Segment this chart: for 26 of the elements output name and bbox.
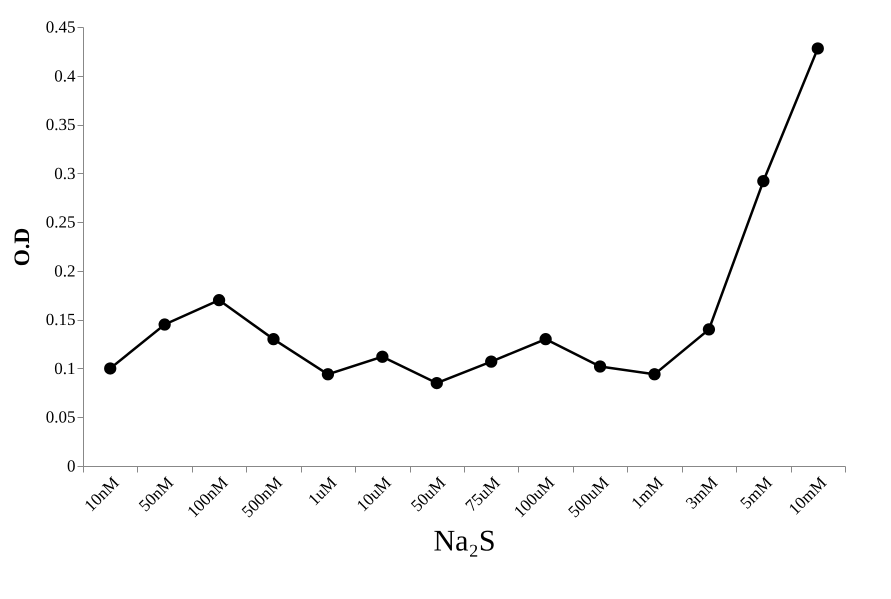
y-tick-label: 0.4 <box>54 66 76 86</box>
point <box>812 42 824 55</box>
y-tick-label: 0.45 <box>46 18 76 36</box>
y-tick-label: 0.05 <box>46 408 76 427</box>
point <box>648 368 661 380</box>
y-tick-label: 0.35 <box>46 115 76 134</box>
point <box>430 376 443 390</box>
y-tick-label: 0.25 <box>46 212 76 232</box>
y-axis-title: O.D <box>8 228 34 266</box>
y-tick-label: 0.1 <box>54 358 76 378</box>
y-tick-label: 0 <box>67 456 76 476</box>
point <box>212 294 226 306</box>
y-tick-label: 0.15 <box>46 310 76 330</box>
point <box>702 323 716 336</box>
y-tick-label: 0.2 <box>54 261 76 280</box>
point <box>158 318 171 331</box>
point <box>104 362 116 375</box>
y-tick-label: 0.3 <box>54 164 76 183</box>
point <box>267 333 280 346</box>
point <box>322 368 334 380</box>
point <box>540 333 552 346</box>
point <box>757 175 770 188</box>
point <box>376 350 388 363</box>
x-axis-title: Na₂S <box>433 524 496 558</box>
point <box>485 356 498 368</box>
point <box>594 360 606 373</box>
